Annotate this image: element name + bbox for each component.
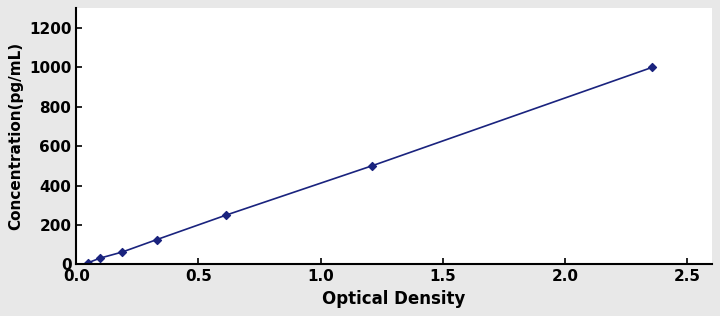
Point — [151, 237, 163, 242]
Point — [647, 65, 658, 70]
X-axis label: Optical Density: Optical Density — [323, 290, 466, 308]
Point — [94, 256, 106, 261]
Point — [117, 250, 128, 255]
Point — [82, 260, 94, 265]
Point — [220, 212, 232, 217]
Y-axis label: Concentration(pg/mL): Concentration(pg/mL) — [9, 42, 23, 230]
Point — [366, 163, 378, 168]
